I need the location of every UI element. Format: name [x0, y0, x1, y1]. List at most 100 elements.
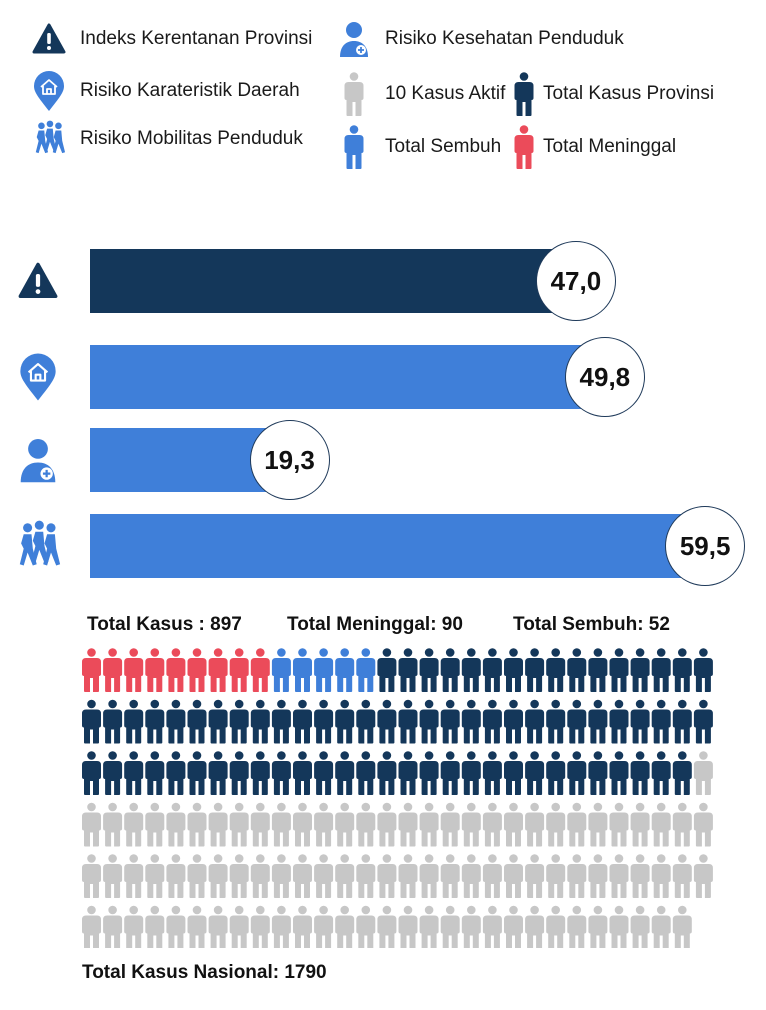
person-blue-icon: [337, 125, 371, 169]
legend-item-recovered: Total Sembuh: [337, 125, 501, 169]
person-icon: [314, 802, 334, 847]
person-icon: [546, 905, 566, 948]
person-icon: [250, 751, 270, 795]
person-icon: [356, 854, 376, 898]
person-navy-icon: [507, 72, 541, 116]
person-blue-icon-shape: [344, 125, 364, 169]
person-icon: [271, 802, 291, 847]
person-icon: [356, 699, 376, 744]
person-icon: [588, 648, 608, 692]
person-icon: [546, 854, 566, 898]
person-icon: [124, 905, 144, 948]
person-icon: [82, 854, 101, 898]
bar-value-label: 47,0: [535, 241, 616, 321]
people-walking-icon: [12, 514, 64, 578]
person-icon: [145, 648, 165, 692]
person-navy-icon-shape: [514, 72, 534, 116]
person-icon: [187, 648, 207, 692]
person-icon: [187, 751, 207, 795]
legend-item-deaths: Total Meninggal: [507, 125, 677, 169]
person-icon: [335, 905, 355, 948]
person-icon: [630, 905, 650, 948]
person-icon: [419, 648, 439, 692]
person-icon: [250, 648, 270, 692]
person-icon: [250, 905, 270, 948]
legend-item-active: 10 Kasus Aktif: [337, 72, 506, 116]
person-icon: [693, 854, 713, 898]
person-icon: [250, 802, 270, 847]
person-icon: [609, 751, 629, 795]
person-icon: [335, 751, 355, 795]
person-icon: [124, 802, 144, 847]
person-icon: [229, 854, 249, 898]
person-icon: [609, 905, 629, 948]
legend-label: Total Kasus Provinsi: [543, 83, 715, 104]
person-icon: [293, 854, 312, 898]
person-icon: [229, 751, 249, 795]
total-recovered-label: Total Sembuh: 52: [513, 614, 670, 635]
person-icon: [124, 751, 144, 795]
person-icon: [504, 751, 523, 795]
person-icon: [588, 699, 608, 744]
bar-2: [90, 345, 605, 409]
person-icon: [166, 699, 186, 744]
person-icon: [672, 648, 692, 692]
people-walking-icon: [32, 119, 66, 159]
total-cases-label: Total Kasus : 897: [87, 614, 242, 635]
person-icon: [419, 751, 439, 795]
person-icon: [461, 699, 481, 744]
person-icon: [124, 699, 144, 744]
person-icon: [187, 854, 207, 898]
person-icon: [630, 751, 650, 795]
legend-item-index: Indeks Kerentanan Provinsi: [32, 19, 312, 59]
person-icon: [103, 648, 123, 692]
person-icon: [525, 751, 545, 795]
person-icon: [525, 905, 545, 948]
person-icon: [208, 699, 228, 744]
health-person-icon: [337, 19, 371, 59]
person-icon: [166, 751, 186, 795]
person-icon: [145, 905, 165, 948]
person-icon: [271, 648, 291, 692]
person-icon: [440, 648, 460, 692]
person-icon: [335, 854, 355, 898]
person-icon: [693, 802, 713, 847]
person-icon: [693, 751, 713, 795]
person-icon: [124, 854, 144, 898]
person-icon: [356, 751, 376, 795]
person-icon: [525, 854, 545, 898]
person-icon: [82, 905, 101, 948]
person-icon: [271, 854, 291, 898]
legend-item-province-total: Total Kasus Provinsi: [507, 72, 715, 116]
person-icon: [693, 648, 713, 692]
person-icon: [609, 854, 629, 898]
person-icon: [525, 648, 545, 692]
bar-4: [90, 514, 706, 578]
person-icon: [609, 699, 629, 744]
person-icon: [651, 854, 671, 898]
person-icon: [314, 751, 334, 795]
person-icon: [609, 802, 629, 847]
person-icon: [440, 802, 460, 847]
person-icon: [377, 648, 397, 692]
person-icon: [567, 802, 587, 847]
person-icon: [208, 648, 228, 692]
person-icon: [314, 648, 334, 692]
person-icon: [630, 648, 650, 692]
person-red-icon-shape: [514, 125, 534, 169]
person-icon: [504, 802, 523, 847]
person-icon: [208, 905, 228, 948]
person-icon: [82, 648, 101, 692]
legend-item-health: Risiko Kesehatan Penduduk: [337, 19, 624, 59]
legend-label: 10 Kasus Aktif: [385, 83, 506, 104]
person-icon: [103, 751, 123, 795]
legend-label: Risiko Mobilitas Penduduk: [80, 128, 303, 149]
person-icon: [461, 751, 481, 795]
person-icon: [271, 699, 291, 744]
person-icon: [651, 802, 671, 847]
person-icon: [293, 699, 312, 744]
person-icon: [567, 854, 587, 898]
person-icon: [419, 699, 439, 744]
person-icon: [356, 802, 376, 847]
legend-label: Total Meninggal: [543, 136, 677, 157]
